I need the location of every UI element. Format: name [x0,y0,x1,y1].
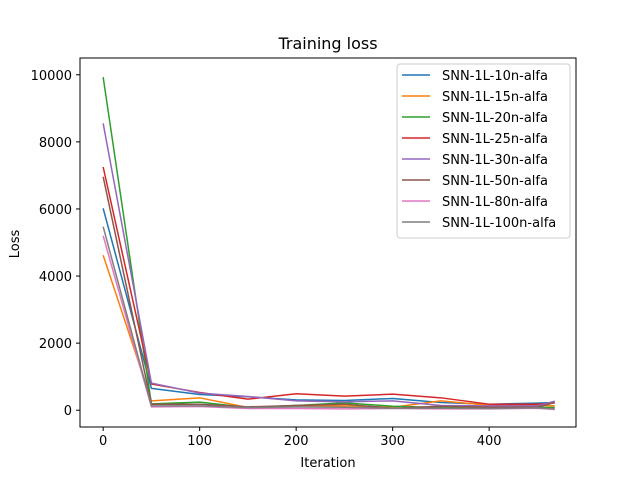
series-line-snn-1l-50n-alfa [102,176,555,409]
legend: SNN-1L-10n-alfa SNN-1L-15n-alfa SNN-1L-20n… [396,63,571,239]
x-tick-label: 400 [477,434,502,449]
y-tick-label: 10000 [31,69,72,84]
legend-label: SNN-1L-100n-alfa [442,216,556,231]
legend-label: SNN-1L-15n-alfa [442,90,548,105]
series-layer [102,77,555,411]
x-axis-title: Iteration [300,456,355,471]
legend-label: SNN-1L-20n-alfa [442,111,548,126]
legend-box [396,63,571,239]
y-tick-label: 0 [64,404,72,419]
legend-label: SNN-1L-25n-alfa [442,132,548,147]
plot-frame [79,57,577,428]
series-line-snn-1l-100n-alfa [102,226,555,410]
legend-label: SNN-1L-50n-alfa [442,174,548,189]
series-line-snn-1l-80n-alfa [102,235,555,411]
legend-label: SNN-1L-10n-alfa [442,69,548,84]
chart-title: Training loss [277,34,377,53]
x-tick-label: 200 [284,434,309,449]
legend-label: SNN-1L-80n-alfa [442,195,548,210]
y-tick-label: 2000 [39,337,72,352]
legend-label: SNN-1L-30n-alfa [442,153,548,168]
y-axis-title: Loss [8,230,23,259]
y-tick-label: 8000 [39,136,72,151]
y-tick-label: 6000 [39,203,72,218]
y-tick-label: 4000 [39,270,72,285]
x-tick-label: 0 [99,434,107,449]
x-tick-label: 100 [187,434,212,449]
x-tick-label: 300 [380,434,405,449]
series-line-snn-1l-30n-alfa [102,123,555,407]
series-line-snn-1l-15n-alfa [102,255,555,409]
